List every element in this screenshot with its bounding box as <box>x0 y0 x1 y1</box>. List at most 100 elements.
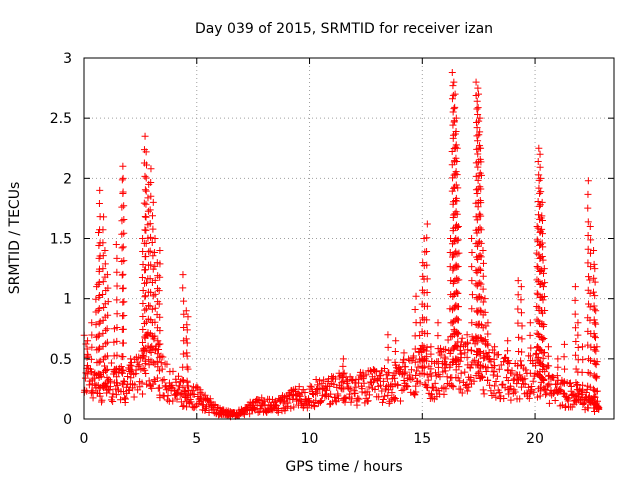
data-point-spike <box>468 263 476 271</box>
data-point-spike <box>151 262 159 270</box>
data-point <box>424 376 432 384</box>
data-point-spike <box>151 332 159 340</box>
data-point-spike <box>586 356 594 364</box>
data-point-spike <box>533 222 541 230</box>
data-point-spike <box>146 275 154 283</box>
data-point-spike <box>141 212 149 220</box>
data-point-spike <box>126 367 134 375</box>
y-axis-label: SRMTID / TECUs <box>7 182 23 295</box>
data-point-spike <box>527 357 535 365</box>
data-point-spike <box>423 316 431 324</box>
data-point-spike <box>584 177 592 185</box>
data-point <box>118 368 126 376</box>
data-point <box>475 368 483 376</box>
data-point-spike <box>586 370 594 378</box>
data-point-spike <box>151 276 159 284</box>
data-point-spike <box>477 294 485 302</box>
data-point <box>456 377 464 385</box>
data-point-spike <box>139 312 147 320</box>
data-point <box>507 396 515 404</box>
data-point <box>369 378 377 386</box>
data-point-spike <box>517 309 525 317</box>
data-point-spike <box>586 303 594 311</box>
data-point-spike <box>113 379 121 387</box>
data-point <box>516 395 524 403</box>
data-point-spike <box>400 356 408 364</box>
data-point-spike <box>101 260 109 268</box>
data-point-spike <box>142 200 150 208</box>
data-point <box>162 386 170 394</box>
data-point-spike <box>453 171 461 179</box>
data-point-spike <box>477 321 485 329</box>
data-point-spike <box>591 319 599 327</box>
data-point-spike <box>540 363 548 371</box>
data-point-spike <box>102 340 110 348</box>
data-point <box>131 381 139 389</box>
data-point-spike <box>120 312 128 320</box>
data-point-spike <box>479 272 487 280</box>
data-point-spike <box>423 371 431 379</box>
data-point <box>467 374 475 382</box>
data-point <box>132 370 140 378</box>
data-point <box>503 374 511 382</box>
data-point <box>519 380 527 388</box>
data-point-spike <box>539 283 547 291</box>
data-point-spike <box>434 370 442 378</box>
data-point-spike <box>119 270 127 278</box>
data-point-spike <box>119 284 127 292</box>
data-point <box>379 377 387 385</box>
data-point-spike <box>102 326 110 334</box>
data-point-spike <box>477 144 485 152</box>
data-point <box>489 346 497 354</box>
data-point-spike <box>184 313 192 321</box>
data-point-spike <box>553 380 561 388</box>
data-point <box>364 397 372 405</box>
data-point-spike <box>95 370 103 378</box>
data-point-spike <box>427 350 435 358</box>
data-point-spike <box>95 200 103 208</box>
data-point-spike <box>454 184 462 192</box>
data-point <box>414 363 422 371</box>
data-point-spike <box>139 299 147 307</box>
data-point-spike <box>88 343 96 351</box>
data-point-spike <box>586 222 594 230</box>
data-point-spike <box>541 307 549 315</box>
data-point-spike <box>474 176 482 184</box>
data-point <box>318 397 326 405</box>
data-point-spike <box>99 226 107 234</box>
data-point <box>158 377 166 385</box>
data-point-spike <box>113 351 121 359</box>
data-point-spike <box>87 355 95 363</box>
data-point-spike <box>468 249 476 257</box>
data-point <box>461 349 469 357</box>
data-point-spike <box>179 284 187 292</box>
data-point-spike <box>590 386 598 394</box>
data-point-spike <box>113 282 121 290</box>
data-point-spike <box>94 332 102 340</box>
data-point-spike <box>539 296 547 304</box>
data-point <box>462 381 470 389</box>
data-point-spike <box>539 216 547 224</box>
data-point-spike <box>538 230 546 238</box>
data-point-spike <box>491 349 499 357</box>
data-point-spike <box>533 263 541 271</box>
data-point-spike <box>540 293 548 301</box>
data-point <box>193 383 201 391</box>
data-point-spike <box>473 216 481 224</box>
data-point-spike <box>151 248 159 256</box>
data-point-spike <box>590 247 598 255</box>
x-axis-label: GPS time / hours <box>285 459 402 475</box>
data-point-spike <box>182 335 190 343</box>
data-point-spike <box>554 363 562 371</box>
data-point-spike <box>454 303 462 311</box>
data-point-spike <box>534 158 542 166</box>
data-point-spike <box>560 378 568 386</box>
data-point-spike <box>156 247 164 255</box>
data-point-spike <box>518 335 526 343</box>
data-point-spike <box>95 305 103 313</box>
data-point-spike <box>490 368 498 376</box>
data-point-spike <box>148 238 156 246</box>
data-point-spike <box>147 261 155 269</box>
data-point <box>455 363 463 371</box>
x-tick-label: 5 <box>192 431 201 447</box>
